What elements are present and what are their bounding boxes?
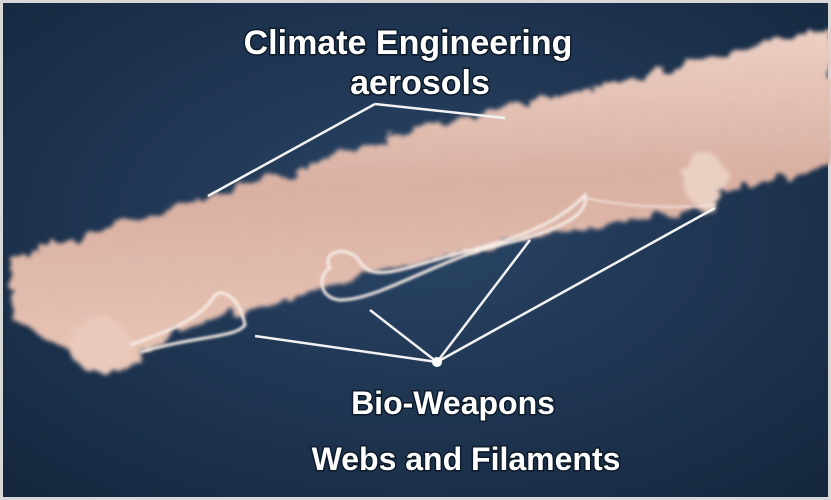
photo: Climate Engineering aerosols Bio-Weapons… <box>0 0 831 500</box>
bottom-label: Webs and Filaments <box>312 441 621 477</box>
contrail-puff <box>683 154 727 206</box>
top-label: aerosols <box>350 64 490 102</box>
bottom-label: Bio-Weapons <box>351 385 555 421</box>
contrail-puff <box>70 317 130 373</box>
page: Climate Engineering aerosols Bio-Weapons… <box>0 0 831 500</box>
top-label: Climate Engineering <box>244 24 573 62</box>
pointer-hub <box>432 357 442 367</box>
